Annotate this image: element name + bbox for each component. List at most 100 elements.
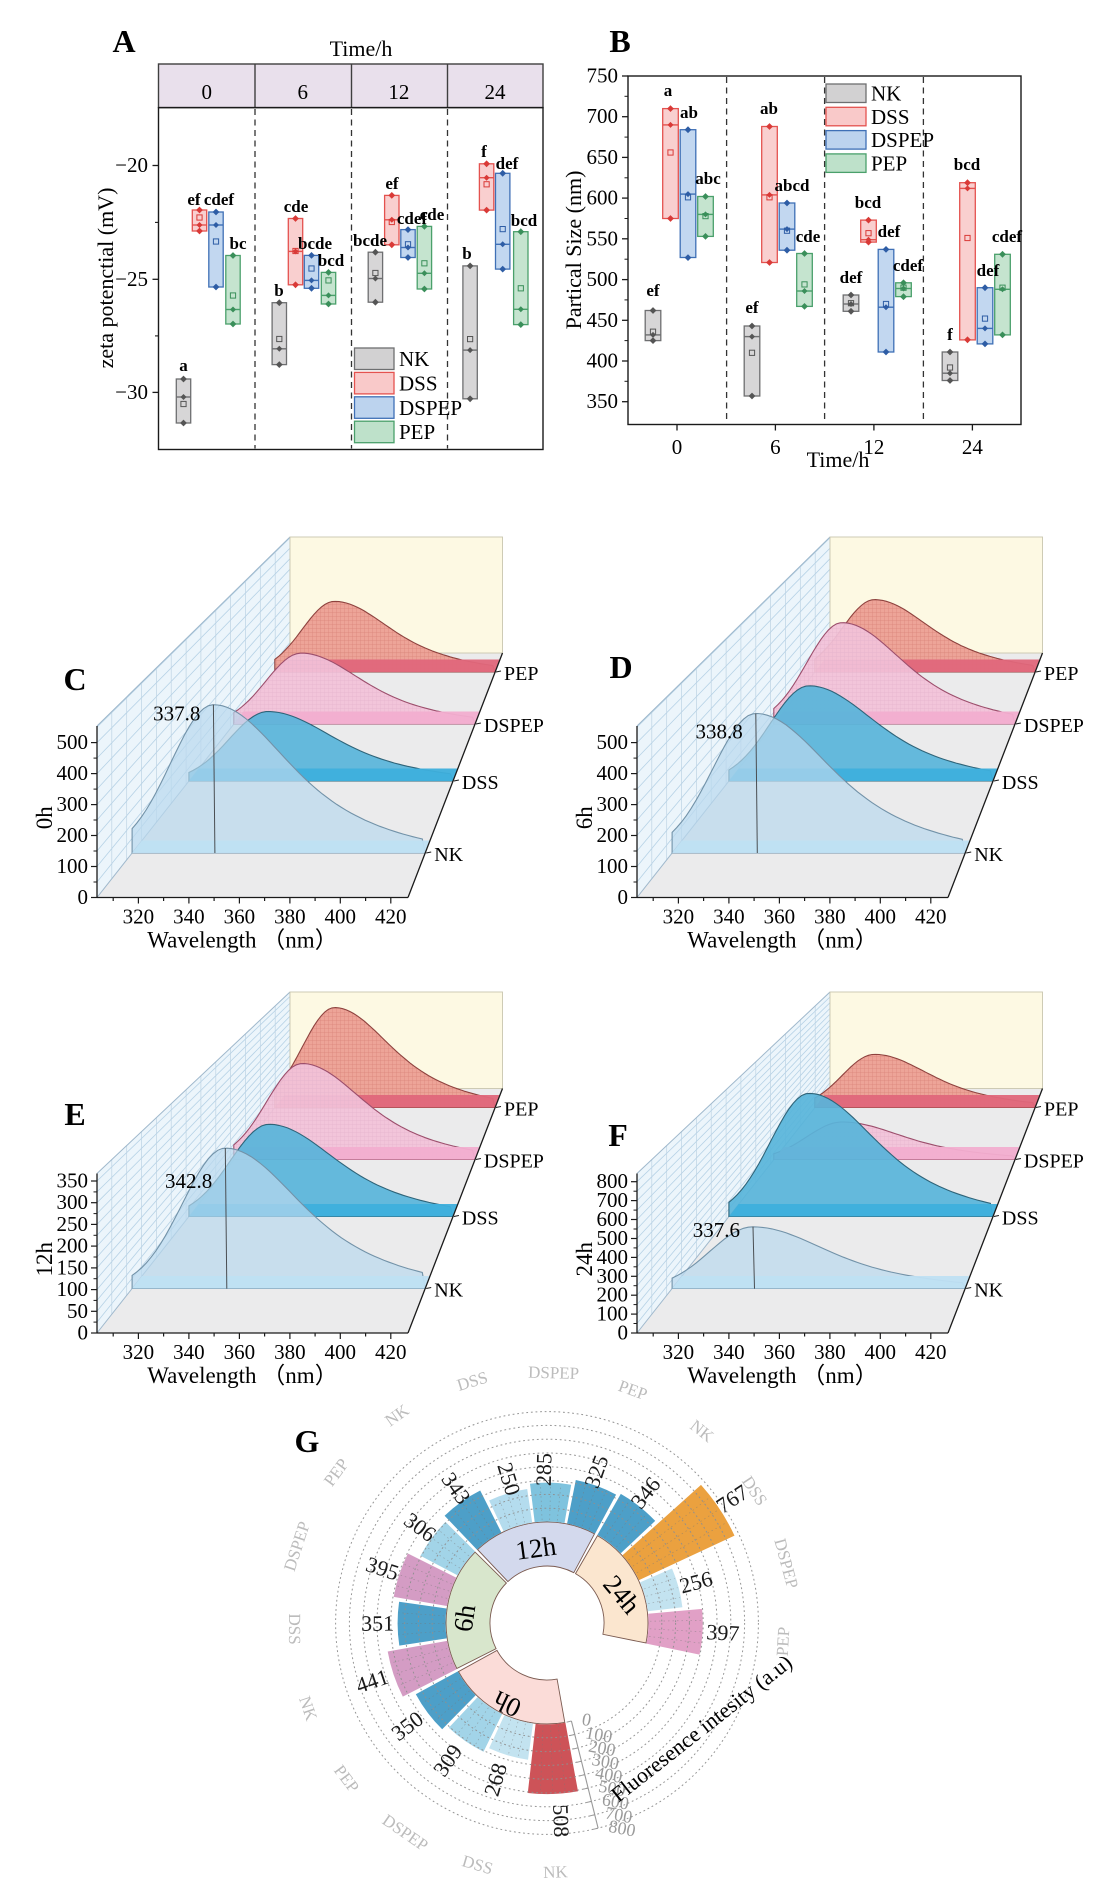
svg-text:0: 0 (580, 1709, 592, 1730)
svg-text:DSPEP: DSPEP (871, 128, 934, 152)
svg-text:ab: ab (680, 103, 698, 122)
svg-text:400: 400 (865, 905, 897, 929)
svg-text:abcd: abcd (775, 176, 811, 195)
svg-text:12: 12 (863, 435, 884, 459)
svg-text:DSPEP: DSPEP (1024, 1151, 1084, 1173)
svg-text:NK: NK (399, 347, 429, 371)
svg-text:320: 320 (123, 1340, 155, 1364)
svg-text:cdef: cdef (893, 256, 924, 275)
svg-text:700: 700 (587, 104, 619, 128)
svg-text:DSPEP: DSPEP (484, 715, 544, 737)
svg-text:360: 360 (224, 905, 256, 929)
svg-text:100: 100 (57, 1277, 89, 1301)
svg-text:bcd: bcd (954, 155, 981, 174)
svg-text:NK: NK (974, 1280, 1003, 1302)
svg-text:DSS: DSS (462, 772, 499, 794)
svg-text:340: 340 (713, 1340, 745, 1364)
svg-text:bc: bc (230, 234, 247, 253)
svg-text:340: 340 (713, 905, 745, 929)
svg-text:Partical Size (nm): Partical Size (nm) (561, 171, 586, 330)
svg-text:600: 600 (587, 186, 619, 210)
svg-text:NK: NK (871, 82, 901, 106)
svg-text:PEP: PEP (504, 663, 538, 685)
svg-text:abc: abc (695, 169, 721, 188)
svg-text:420: 420 (915, 1340, 947, 1364)
svg-text:100: 100 (57, 854, 89, 878)
svg-text:0: 0 (672, 435, 683, 459)
svg-text:DSS: DSS (285, 1613, 304, 1644)
svg-text:DSS: DSS (1002, 772, 1039, 794)
svg-text:E: E (64, 1096, 85, 1132)
svg-text:400: 400 (325, 905, 357, 929)
svg-text:500: 500 (57, 730, 89, 754)
svg-text:NK: NK (543, 1862, 569, 1882)
svg-text:400: 400 (57, 761, 89, 785)
svg-text:ef: ef (187, 190, 201, 209)
svg-text:cde: cde (420, 205, 445, 224)
svg-text:450: 450 (587, 308, 619, 332)
svg-text:800: 800 (597, 1169, 629, 1193)
svg-text:500: 500 (597, 1226, 629, 1250)
svg-text:NK: NK (434, 1280, 463, 1302)
svg-text:cde: cde (284, 197, 309, 216)
svg-text:400: 400 (587, 349, 619, 373)
svg-text:300: 300 (57, 1190, 89, 1214)
svg-text:6h: 6h (448, 1602, 482, 1634)
svg-text:bcde: bcde (353, 231, 387, 250)
svg-text:b: b (274, 281, 283, 300)
svg-text:def: def (977, 261, 1000, 280)
svg-text:DSPEP: DSPEP (1024, 715, 1084, 737)
svg-text:285: 285 (531, 1453, 557, 1487)
svg-text:400: 400 (594, 1762, 624, 1787)
svg-text:300: 300 (597, 1264, 629, 1288)
svg-text:zeta potenctial (mV): zeta potenctial (mV) (93, 188, 118, 369)
svg-text:B: B (609, 23, 630, 59)
svg-text:F: F (608, 1117, 628, 1153)
svg-text:a: a (179, 356, 188, 375)
svg-text:bcd: bcd (855, 193, 882, 212)
svg-text:cde: cde (796, 227, 821, 246)
svg-text:DSS: DSS (1002, 1208, 1039, 1230)
svg-text:12h: 12h (514, 1531, 559, 1566)
svg-text:a: a (664, 81, 673, 100)
svg-text:300: 300 (590, 1749, 620, 1774)
svg-text:750: 750 (587, 64, 619, 88)
svg-text:250: 250 (57, 1212, 89, 1236)
svg-text:−25: −25 (115, 267, 148, 291)
svg-text:360: 360 (764, 1340, 796, 1364)
svg-text:0: 0 (201, 80, 212, 104)
svg-text:PEP: PEP (871, 151, 907, 175)
svg-text:380: 380 (814, 905, 846, 929)
svg-text:360: 360 (764, 905, 796, 929)
svg-text:DSS: DSS (399, 371, 438, 395)
svg-text:D: D (609, 649, 632, 685)
svg-text:500: 500 (587, 267, 619, 291)
svg-text:Time/h: Time/h (807, 447, 870, 472)
svg-text:PEP: PEP (1044, 663, 1078, 685)
svg-text:DSPEP: DSPEP (528, 1363, 580, 1383)
svg-text:Time/h: Time/h (330, 36, 393, 61)
svg-text:800: 800 (607, 1816, 637, 1841)
svg-text:100: 100 (584, 1722, 614, 1747)
svg-text:12h: 12h (32, 1242, 57, 1277)
svg-text:0: 0 (78, 885, 89, 909)
svg-text:400: 400 (865, 1340, 897, 1364)
svg-text:0: 0 (78, 1321, 89, 1345)
svg-text:−20: −20 (115, 153, 148, 177)
svg-text:6h: 6h (572, 806, 597, 830)
svg-text:0h: 0h (32, 806, 57, 830)
svg-text:bcd: bcd (511, 211, 538, 230)
svg-text:def: def (496, 154, 519, 173)
svg-text:12: 12 (388, 80, 409, 104)
svg-text:200: 200 (57, 1234, 89, 1258)
svg-text:150: 150 (57, 1255, 89, 1279)
svg-text:def: def (878, 222, 901, 241)
svg-text:200: 200 (57, 823, 89, 847)
svg-text:350: 350 (57, 1169, 89, 1193)
svg-text:6: 6 (298, 80, 309, 104)
svg-text:f: f (947, 325, 953, 344)
svg-text:200: 200 (597, 1283, 629, 1307)
svg-text:500: 500 (597, 730, 629, 754)
svg-text:24: 24 (962, 435, 984, 459)
svg-text:PEP: PEP (773, 1626, 794, 1656)
